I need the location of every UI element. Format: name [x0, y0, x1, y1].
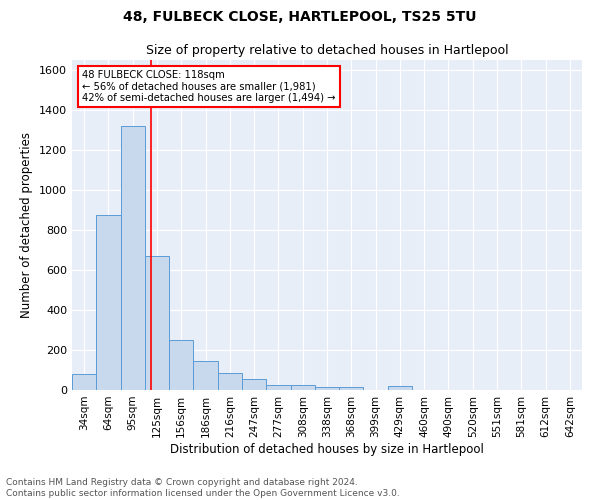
Bar [121, 126, 145, 390]
X-axis label: Distribution of detached houses by size in Hartlepool: Distribution of detached houses by size … [170, 442, 484, 456]
Y-axis label: Number of detached properties: Number of detached properties [20, 132, 34, 318]
Text: 48, FULBECK CLOSE, HARTLEPOOL, TS25 5TU: 48, FULBECK CLOSE, HARTLEPOOL, TS25 5TU [123, 10, 477, 24]
Bar [315, 387, 339, 390]
Bar [266, 385, 290, 390]
Bar [218, 373, 242, 390]
Bar [339, 387, 364, 390]
Bar [72, 374, 96, 390]
Bar [193, 361, 218, 390]
Bar [242, 379, 266, 390]
Bar [290, 385, 315, 390]
Bar [388, 386, 412, 390]
Bar [96, 215, 121, 390]
Bar [145, 256, 169, 390]
Text: 48 FULBECK CLOSE: 118sqm
← 56% of detached houses are smaller (1,981)
42% of sem: 48 FULBECK CLOSE: 118sqm ← 56% of detach… [82, 70, 336, 103]
Title: Size of property relative to detached houses in Hartlepool: Size of property relative to detached ho… [146, 44, 508, 58]
Text: Contains HM Land Registry data © Crown copyright and database right 2024.
Contai: Contains HM Land Registry data © Crown c… [6, 478, 400, 498]
Bar [169, 340, 193, 390]
